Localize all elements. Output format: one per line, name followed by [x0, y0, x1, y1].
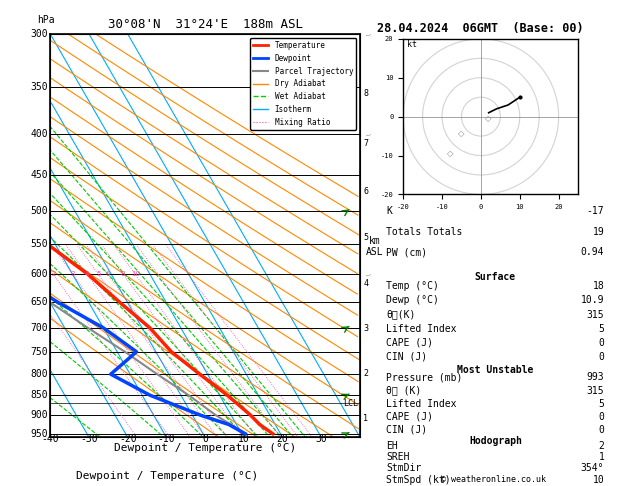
Text: Totals Totals: Totals Totals: [386, 227, 463, 237]
Text: 993: 993: [587, 372, 604, 382]
Text: ◇: ◇: [447, 149, 453, 157]
Text: 19: 19: [593, 227, 604, 237]
Text: 0: 0: [598, 352, 604, 362]
Text: 600: 600: [31, 269, 48, 279]
Text: 8: 8: [121, 271, 125, 278]
Text: CIN (J): CIN (J): [386, 352, 428, 362]
Text: 0: 0: [203, 434, 208, 444]
Text: StmSpd (kt): StmSpd (kt): [386, 474, 451, 485]
Text: 18: 18: [593, 281, 604, 292]
Legend: Temperature, Dewpoint, Parcel Trajectory, Dry Adiabat, Wet Adiabat, Isotherm, Mi: Temperature, Dewpoint, Parcel Trajectory…: [250, 38, 356, 130]
Text: K: K: [386, 207, 392, 216]
Y-axis label: km
ASL: km ASL: [366, 236, 384, 257]
Text: -10: -10: [158, 434, 175, 444]
Text: Lifted Index: Lifted Index: [386, 399, 457, 409]
Text: -40: -40: [42, 434, 59, 444]
Text: 2: 2: [51, 271, 55, 278]
Text: LCL: LCL: [343, 399, 358, 408]
Text: 0: 0: [598, 425, 604, 435]
Text: ◇: ◇: [458, 129, 465, 138]
Text: 6: 6: [106, 271, 110, 278]
Text: 10: 10: [593, 474, 604, 485]
Title: 30°08'N  31°24'E  188m ASL: 30°08'N 31°24'E 188m ASL: [108, 18, 303, 32]
Text: StmDir: StmDir: [386, 464, 421, 473]
Text: PW (cm): PW (cm): [386, 247, 428, 257]
Text: 5: 5: [363, 233, 368, 243]
Text: 800: 800: [31, 369, 48, 379]
Text: θᴇ (K): θᴇ (K): [386, 385, 421, 396]
Text: -17: -17: [587, 207, 604, 216]
Text: 750: 750: [31, 347, 48, 357]
Text: 20: 20: [277, 434, 289, 444]
Text: 350: 350: [31, 83, 48, 92]
Text: Lifted Index: Lifted Index: [386, 324, 457, 334]
Text: CAPE (J): CAPE (J): [386, 338, 433, 348]
Text: 400: 400: [31, 129, 48, 139]
Text: hPa: hPa: [36, 15, 54, 25]
Text: 500: 500: [31, 206, 48, 216]
Text: 850: 850: [31, 390, 48, 400]
Text: 1: 1: [363, 414, 368, 423]
Text: ◇: ◇: [486, 114, 492, 122]
Text: 5: 5: [96, 271, 101, 278]
Text: 0: 0: [598, 412, 604, 422]
Text: 0.94: 0.94: [581, 247, 604, 257]
Text: 354°: 354°: [581, 464, 604, 473]
Text: 30: 30: [316, 434, 327, 444]
Text: 450: 450: [31, 170, 48, 180]
Text: 900: 900: [31, 410, 48, 420]
Text: Hodograph: Hodograph: [469, 436, 522, 446]
Text: 2: 2: [363, 369, 368, 378]
Text: 550: 550: [31, 239, 48, 249]
Text: 3: 3: [363, 324, 368, 333]
Text: 7: 7: [363, 139, 368, 148]
Text: 6: 6: [363, 187, 368, 196]
Text: 300: 300: [31, 29, 48, 39]
Text: © weatheronline.co.uk: © weatheronline.co.uk: [442, 474, 546, 484]
Text: 8: 8: [363, 89, 368, 98]
Text: Pressure (mb): Pressure (mb): [386, 372, 463, 382]
Text: 3: 3: [70, 271, 75, 278]
Text: Most Unstable: Most Unstable: [457, 365, 533, 375]
Text: CIN (J): CIN (J): [386, 425, 428, 435]
Text: 10: 10: [238, 434, 250, 444]
Text: 650: 650: [31, 297, 48, 307]
Text: -20: -20: [119, 434, 136, 444]
Text: 28.04.2024  06GMT  (Base: 00): 28.04.2024 06GMT (Base: 00): [377, 22, 584, 35]
Text: θᴇ(K): θᴇ(K): [386, 310, 416, 320]
Text: 5: 5: [598, 324, 604, 334]
Text: 315: 315: [587, 385, 604, 396]
Text: Dewpoint / Temperature (°C): Dewpoint / Temperature (°C): [75, 471, 258, 481]
X-axis label: Dewpoint / Temperature (°C): Dewpoint / Temperature (°C): [114, 443, 296, 453]
Text: 1: 1: [598, 452, 604, 462]
Text: 0: 0: [598, 338, 604, 348]
Text: 950: 950: [31, 429, 48, 439]
Text: 10: 10: [131, 271, 140, 278]
Text: EH: EH: [386, 441, 398, 451]
Text: 4: 4: [85, 271, 89, 278]
Text: 10.9: 10.9: [581, 295, 604, 306]
Text: 5: 5: [598, 399, 604, 409]
Text: SREH: SREH: [386, 452, 410, 462]
Text: CAPE (J): CAPE (J): [386, 412, 433, 422]
Text: 4: 4: [363, 279, 368, 288]
Text: Surface: Surface: [475, 272, 516, 282]
Text: Temp (°C): Temp (°C): [386, 281, 439, 292]
Text: Dewp (°C): Dewp (°C): [386, 295, 439, 306]
Text: -30: -30: [81, 434, 98, 444]
Text: kt: kt: [407, 40, 417, 49]
Text: 315: 315: [587, 310, 604, 320]
Text: 700: 700: [31, 323, 48, 333]
Text: 2: 2: [598, 441, 604, 451]
